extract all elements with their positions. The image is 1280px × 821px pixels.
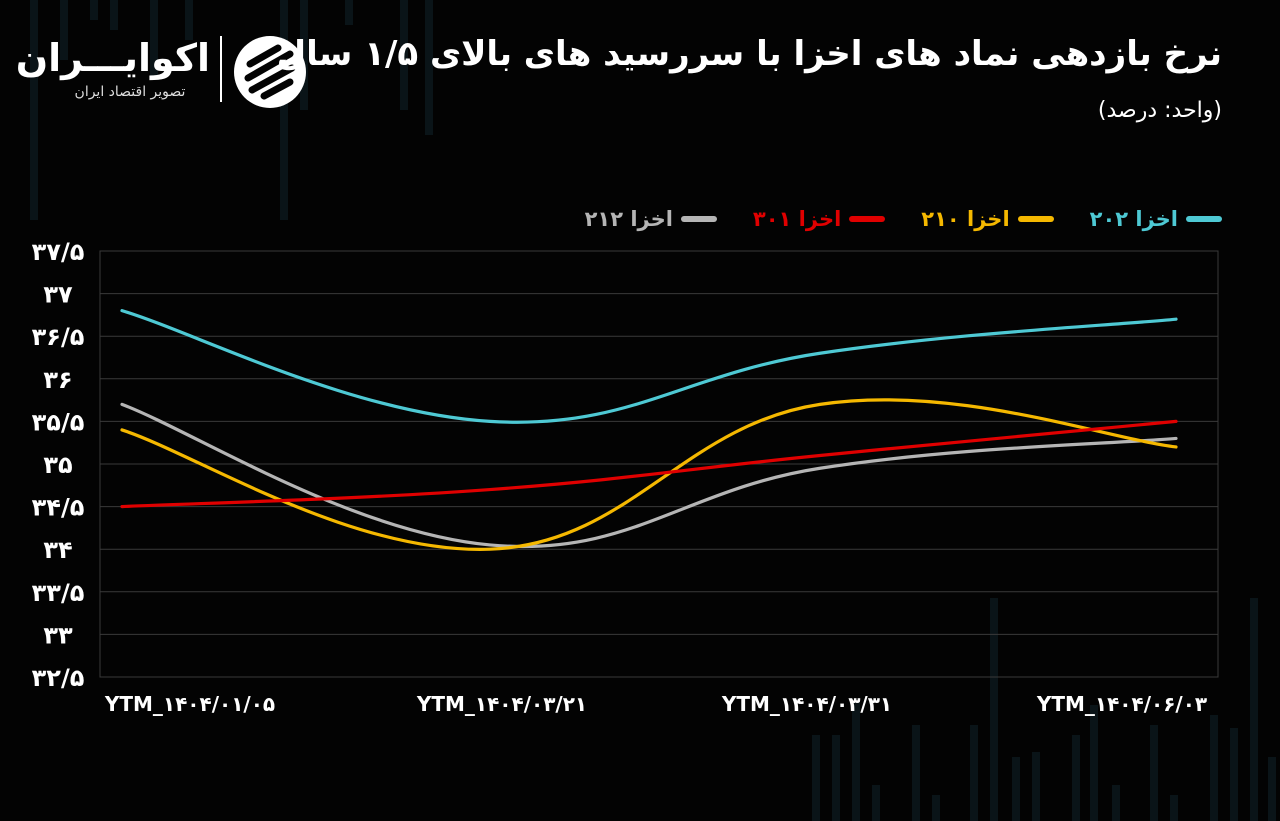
legend-swatch-akhza212 (680, 216, 717, 222)
brand-subtitle: تصویر اقتصاد ایران (74, 84, 186, 100)
ekoiran-logo-icon (234, 36, 306, 108)
background-bar (1170, 795, 1178, 821)
legend-label-akhza202: اخزا ۲۰۲ (1089, 207, 1178, 231)
brand-logo-block: اکوایـــران تصویر اقتصاد ایران (15, 30, 320, 110)
series-line-akhza202 (120, 309, 1178, 424)
background-bar (1210, 715, 1218, 821)
brand-divider (220, 36, 222, 102)
background-bar (912, 725, 920, 821)
background-bar (400, 0, 408, 110)
legend-item-akhza210: اخزا ۲۱۰ (921, 204, 1054, 234)
background-bar (1150, 725, 1158, 821)
background-bar (150, 0, 158, 80)
legend-swatch-akhza202 (1186, 216, 1222, 222)
background-bar (300, 0, 308, 110)
y-tick-label: ۳۷/۵ (32, 238, 85, 266)
y-tick-label: ۳۶/۵ (32, 323, 85, 351)
chart-unit: (واحد: درصد) (1097, 98, 1222, 123)
series-line-akhza212 (120, 402, 1178, 549)
background-bar (872, 785, 880, 821)
background-bar (1268, 757, 1276, 821)
background-bar (90, 0, 98, 20)
background-bar (60, 0, 68, 60)
legend-item-akhza202: اخزا ۲۰۲ (1090, 204, 1222, 234)
y-tick-label: ۳۵/۵ (32, 408, 85, 436)
y-tick-label: ۳۶ (43, 366, 72, 394)
x-tick-label: YTM_۱۴۰۴/۰۳/۲۱ (416, 692, 587, 716)
chart-legend: اخزا ۲۰۲ اخزا ۲۱۰ اخزا ۳۰۱ اخزا ۲۱۲ (585, 204, 1222, 234)
y-tick-label: ۳۲/۵ (32, 664, 85, 692)
legend-label-akhza210: اخزا ۲۱۰ (921, 207, 1010, 231)
y-tick-label: ۳۳/۵ (32, 579, 85, 607)
legend-item-akhza301: اخزا ۳۰۱ (752, 204, 886, 234)
background-bar (970, 725, 978, 821)
background-bar (990, 598, 998, 821)
background-bar (185, 0, 193, 40)
legend-label-akhza212: اخزا ۲۱۲ (584, 207, 673, 231)
background-bar (852, 700, 860, 821)
background-bar (1072, 735, 1080, 821)
brand-name: اکوایـــران (15, 36, 210, 80)
y-tick-label: ۳۷ (43, 281, 73, 309)
background-bar (1230, 728, 1238, 821)
legend-swatch-akhza301 (849, 216, 886, 222)
background-bar (1032, 752, 1040, 821)
background-bar (345, 0, 353, 25)
y-tick-label: ۳۵ (43, 451, 72, 479)
y-tick-label: ۳۴/۵ (32, 494, 85, 522)
background-bar (832, 735, 840, 821)
chart-title: نرخ بازدهی نماد های اخزا با سررسید های ب… (276, 34, 1222, 74)
x-tick-label: YTM_۱۴۰۴/۰۱/۰۵ (104, 692, 275, 716)
x-tick-label: YTM_۱۴۰۴/۰۳/۳۱ (721, 692, 892, 716)
legend-item-akhza212: اخزا ۲۱۲ (585, 204, 717, 234)
legend-label-akhza301: اخزا ۳۰۱ (752, 207, 842, 231)
background-bar (110, 0, 118, 30)
background-bar (280, 0, 288, 220)
background-bar (425, 0, 433, 135)
background-bar (30, 0, 38, 220)
background-bar (932, 795, 940, 821)
background-bar (1012, 757, 1020, 821)
legend-swatch-akhza210 (1017, 216, 1054, 222)
background-bar (1112, 785, 1120, 821)
series-line-akhza301 (120, 419, 1178, 509)
background-bar (812, 735, 820, 821)
background-bar (1250, 598, 1258, 821)
background-bar (1090, 705, 1098, 821)
x-tick-label: YTM_۱۴۰۴/۰۶/۰۳ (1036, 692, 1207, 716)
y-tick-label: ۳۴ (43, 536, 72, 564)
y-tick-label: ۳۳ (43, 621, 73, 649)
